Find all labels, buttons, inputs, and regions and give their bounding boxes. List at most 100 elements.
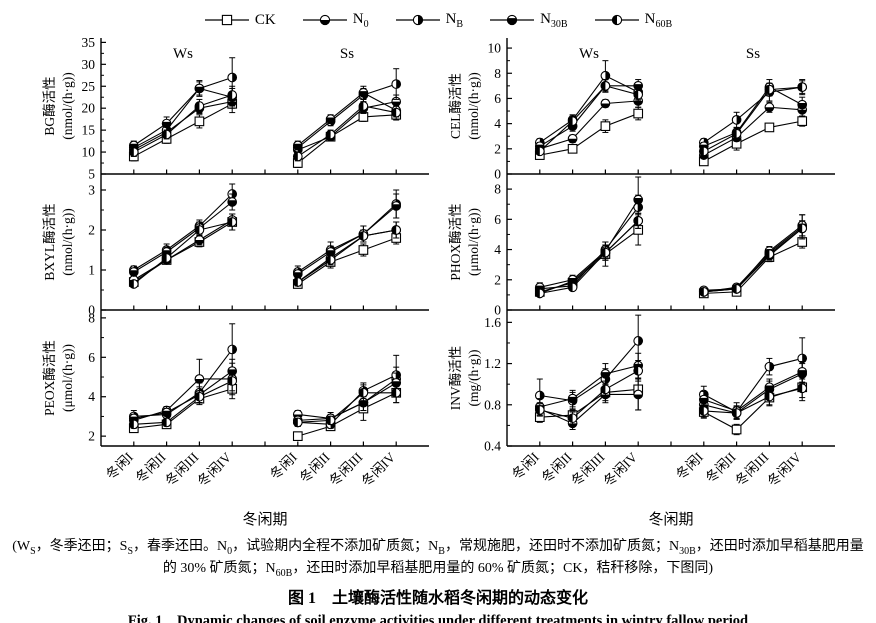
y-axis-label: BG酶活性 [42, 76, 57, 135]
series-line-n60b-ws [539, 85, 639, 152]
marker-circle-half-left [358, 387, 369, 398]
marker-square-open [292, 431, 303, 441]
series-line-n0-ss [703, 373, 803, 414]
marker-circle-half-left [764, 391, 775, 402]
figure-title-en: Fig. 1 Dynamic changes of soil enzyme ac… [127, 612, 749, 623]
series-line-n60b-ss [297, 392, 397, 423]
marker-circle-half-left [325, 129, 336, 140]
marker-circle-half-right [600, 70, 611, 81]
y-tick-label: 0 [494, 167, 501, 182]
x-tick-label: 冬闲IV [765, 449, 805, 489]
chart-svg-col1: 0 2 4 6 8 10 CEL酶活性 (nmol/(h·g)) Ws Ss 0 2 4 6 8 PHOX酶活… [448, 38, 835, 528]
series-line-nb-ss [703, 357, 803, 413]
panel-inv: 0.4 0.8 1.2 1.6 INV酶活性 (mg/(h·g)) [448, 310, 835, 454]
series-line-n0-ss [703, 106, 803, 156]
marker-circle-half-left [161, 129, 172, 140]
figure-title-cn: 图 1 土壤酶活性随水稻冬闲期的动态变化 [287, 589, 588, 607]
marker-circle-half-left [567, 413, 578, 424]
series-line-ck-ss [703, 241, 803, 294]
y-axis-unit: (nmol/(h·g)) [466, 72, 481, 139]
y-tick-label: 20 [82, 101, 96, 116]
legend-label: N0 [352, 10, 369, 30]
marker-circle-half-right [797, 353, 808, 364]
series-line-n60b-ws [539, 370, 639, 419]
series-line-n30b-ss [703, 224, 803, 291]
marker-circle-half-right [227, 344, 238, 355]
y-axis-unit: (nmol/(h·g)) [60, 72, 75, 139]
marker-circle-half-left [325, 255, 336, 265]
y-tick-label: 2 [494, 141, 501, 156]
y-tick-label: 4 [494, 242, 501, 257]
marker-circle-half-left [194, 391, 205, 402]
series-line-nb-ws [539, 75, 639, 143]
series-line-ck-ss [297, 392, 397, 437]
y-axis-label: BXYL酶活性 [42, 203, 57, 280]
marker-circle-half-bottom [319, 14, 330, 26]
group-label-ws: Ws [173, 46, 193, 62]
legend-item-N60B: N60B [594, 11, 672, 30]
marker-circle-threequarter-bottom [567, 274, 578, 285]
series-line-n0-ss [297, 101, 397, 151]
marker-square-open [731, 424, 742, 435]
y-axis-unit: (nmol/(h·g)) [60, 208, 75, 275]
marker-circle-threequarter-bottom [698, 394, 709, 405]
y-tick-label: 6 [494, 212, 501, 227]
x-axis-title: 冬闲期 [242, 511, 287, 528]
marker-circle-half-left [764, 249, 775, 259]
series-line-n30b-ws [133, 201, 233, 273]
marker-circle-threequarter-bottom [161, 407, 172, 418]
x-tick-label: 冬闲I [673, 449, 706, 482]
marker-circle-threequarter-bottom [506, 14, 518, 26]
marker-circle-half-left [731, 283, 742, 294]
marker-circle-half-left [128, 147, 139, 157]
marker-circle-half-bottom [600, 98, 611, 109]
y-tick-label: 35 [82, 35, 96, 50]
series-line-ck-ws [133, 103, 233, 157]
marker-circle-half-left [567, 116, 578, 126]
y-tick-label: 5 [88, 167, 95, 182]
y-tick-label: 4 [88, 389, 95, 404]
marker-circle-half-left [391, 387, 402, 398]
legend-marker-icon [490, 14, 535, 26]
series-line-n30b-ss [297, 382, 397, 421]
marker-circle-half-left [698, 146, 709, 157]
y-tick-label: 2 [88, 223, 95, 238]
marker-circle-half-left [194, 101, 205, 111]
series-line-n0-ws [539, 100, 639, 150]
marker-circle-half-left [567, 282, 578, 293]
marker-circle-half-left [797, 82, 808, 92]
series-line-n30b-ss [703, 371, 803, 412]
x-tick-label: 冬闲I [267, 449, 300, 482]
marker-square-open [797, 116, 808, 126]
y-tick-label: 10 [488, 41, 502, 56]
series-line-nb-ws [133, 76, 233, 149]
y-tick-label: 0 [494, 303, 501, 318]
panel-peox: 2 4 6 8 PEOX酶活性 (μmol/(h·g)) [42, 310, 429, 447]
y-tick-label: 0.4 [484, 439, 501, 454]
series-line-nb-ss [297, 203, 397, 273]
marker-circle-threequarter-bottom [358, 87, 369, 98]
marker-circle-half-left [611, 14, 622, 26]
marker-circle-half-right [391, 79, 402, 89]
marker-circle-half-left [633, 365, 644, 376]
marker-circle-half-left [600, 384, 611, 395]
marker-square-open [221, 14, 233, 26]
marker-circle-half-left [391, 107, 402, 118]
x-tick-label: 冬闲I [509, 449, 542, 482]
marker-circle-half-left [292, 277, 303, 287]
marker-circle-half-left [292, 151, 303, 162]
marker-circle-half-right [633, 336, 644, 346]
marker-circle-threequarter-bottom [391, 201, 402, 211]
x-tick-label: 冬闲III [732, 449, 772, 489]
y-tick-label: 2 [494, 272, 501, 287]
x-tick-label: 冬闲I [103, 449, 136, 482]
series-line-nb-ws [133, 193, 233, 271]
series-line-n60b-ss [703, 86, 803, 152]
marker-circle-half-left [698, 287, 709, 297]
series-line-ck-ss [297, 114, 397, 164]
legend-label: N30B [540, 10, 568, 30]
series-line-n60b-ws [539, 220, 639, 294]
marker-square-open [633, 108, 644, 119]
marker-circle-half-left [600, 247, 611, 258]
y-axis-label: CEL酶活性 [448, 73, 463, 139]
